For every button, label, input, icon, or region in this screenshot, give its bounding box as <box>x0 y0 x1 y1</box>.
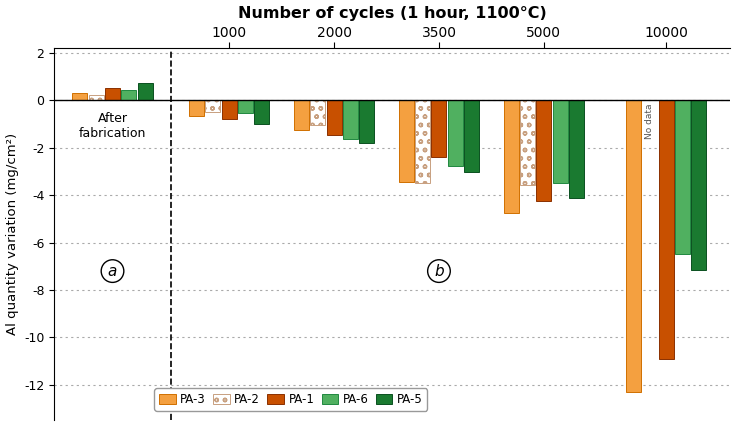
Bar <box>343 101 358 139</box>
Bar <box>310 101 325 125</box>
Bar <box>88 95 104 101</box>
Bar <box>537 101 551 201</box>
Bar <box>464 101 479 172</box>
Bar <box>222 101 236 119</box>
Bar <box>205 101 220 112</box>
Bar <box>447 101 463 166</box>
Bar <box>238 101 253 113</box>
Bar <box>626 101 641 392</box>
Bar <box>138 83 152 101</box>
Legend: PA-3, PA-2, PA-1, PA-6, PA-5: PA-3, PA-2, PA-1, PA-6, PA-5 <box>155 389 428 411</box>
Text: After
fabrication: After fabrication <box>79 112 146 140</box>
Bar <box>415 101 430 183</box>
Bar <box>520 101 535 184</box>
Bar <box>72 93 88 101</box>
Bar <box>659 101 674 359</box>
Bar <box>431 101 447 157</box>
Text: b: b <box>434 264 444 279</box>
Bar <box>569 101 584 198</box>
Title: Number of cycles (1 hour, 1100°C): Number of cycles (1 hour, 1100°C) <box>238 6 547 20</box>
Bar <box>105 88 120 101</box>
Bar <box>254 101 269 124</box>
Bar <box>503 101 519 213</box>
Text: a: a <box>107 264 117 279</box>
Bar <box>359 101 374 143</box>
Text: No data: No data <box>645 103 654 139</box>
Bar <box>121 90 136 101</box>
Bar <box>675 101 690 254</box>
Bar <box>294 101 309 130</box>
Bar <box>691 101 707 270</box>
Bar <box>553 101 567 183</box>
Y-axis label: Al quantity variation (mg/cm²): Al quantity variation (mg/cm²) <box>6 133 18 335</box>
Bar <box>399 101 414 182</box>
Bar <box>327 101 342 135</box>
Bar <box>189 101 204 116</box>
